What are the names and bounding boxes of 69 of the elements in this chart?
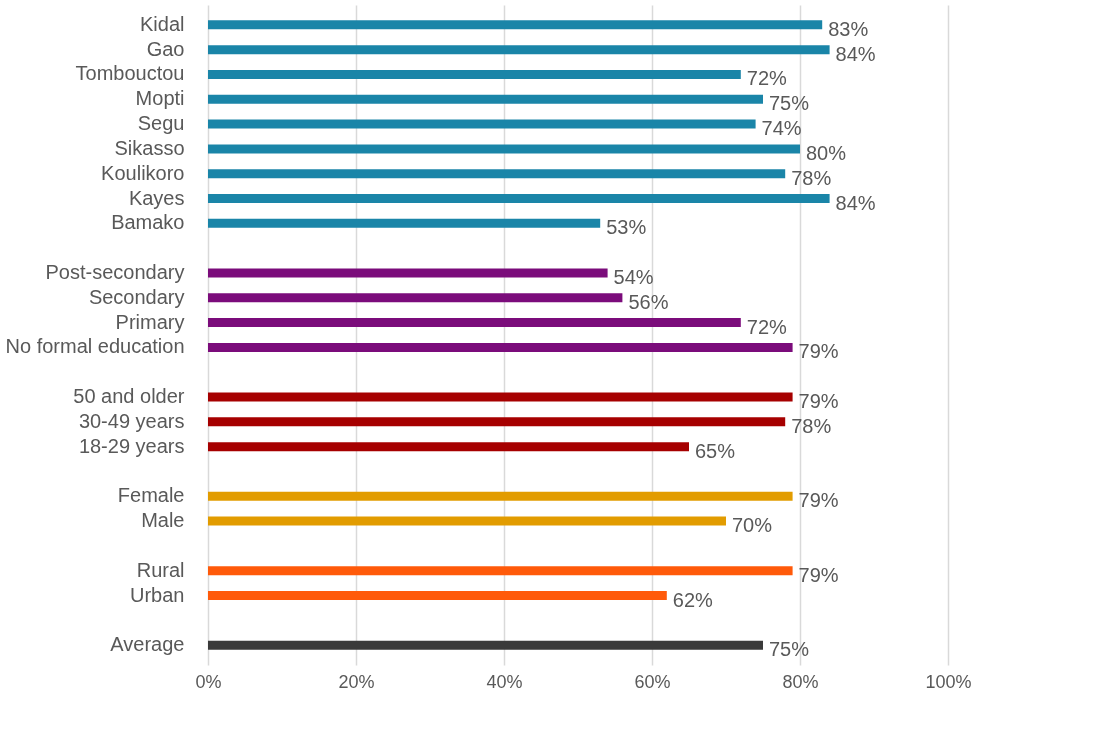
data-label: 65% (695, 439, 736, 462)
data-label: 53% (606, 216, 647, 239)
y-tick-label: No formal education (5, 335, 185, 358)
x-tick-label: 0% (195, 671, 222, 692)
x-tick-label: 100% (925, 671, 972, 692)
data-label: 79% (798, 390, 839, 413)
bar (208, 194, 830, 204)
bar (208, 119, 756, 129)
y-tick-label: Average (110, 633, 185, 656)
x-tick-label: 60% (634, 671, 671, 692)
data-label: 78% (791, 166, 832, 189)
bar (208, 392, 793, 402)
bar (208, 417, 786, 427)
data-label: 70% (732, 514, 773, 537)
bar (208, 169, 786, 179)
y-tick-label: Kidal (140, 12, 185, 35)
bar (208, 318, 741, 328)
y-tick-label: Female (117, 484, 185, 507)
data-label: 56% (628, 290, 669, 313)
data-label: 62% (672, 588, 714, 611)
data-label: 79% (798, 340, 839, 363)
bar (208, 94, 763, 104)
data-label: 72% (746, 67, 788, 90)
data-label: 75% (769, 92, 810, 115)
bar (208, 218, 601, 228)
data-label: 79% (798, 563, 839, 586)
bar (208, 144, 800, 154)
y-tick-label: Mopti (135, 87, 185, 110)
data-label: 74% (761, 117, 802, 140)
data-label: 78% (791, 414, 832, 437)
y-tick-label: Kayes (128, 186, 185, 209)
bar (208, 69, 741, 79)
bar (208, 516, 726, 526)
data-label: 75% (769, 638, 810, 661)
data-label: 80% (806, 141, 847, 164)
bar (208, 20, 823, 30)
y-tick-label: 18-29 years (78, 434, 185, 457)
y-tick-label: Sikasso (114, 136, 185, 159)
y-tick-label: Koulikoro (101, 161, 185, 184)
y-tick-label: 50 and older (73, 385, 185, 408)
y-tick-label: Secondary (88, 285, 185, 308)
y-tick-label: Urban (130, 583, 185, 606)
y-tick-label: Bamako (111, 211, 185, 234)
bar (208, 491, 793, 501)
y-tick-label: Segu (137, 112, 185, 135)
y-tick-label: Male (141, 509, 185, 532)
bar (208, 293, 623, 303)
bar (208, 591, 667, 601)
x-tick-label: 20% (338, 671, 375, 692)
bar (208, 268, 608, 278)
y-tick-label: Rural (136, 558, 185, 581)
bar (208, 342, 793, 352)
y-tick-label: Primary (115, 310, 185, 333)
y-tick-label: Tombouctou (75, 62, 185, 85)
data-label: 84% (835, 191, 876, 214)
data-label: 72% (746, 315, 788, 338)
y-tick-label: 30-49 years (78, 409, 185, 432)
data-label: 84% (835, 42, 876, 65)
data-label: 54% (613, 265, 654, 288)
bar (208, 442, 689, 452)
x-tick-label: 80% (782, 671, 819, 692)
data-label: 79% (798, 489, 839, 512)
bar (208, 566, 793, 576)
x-tick-label: 40% (486, 671, 523, 692)
bar (208, 640, 763, 650)
data-label: 83% (828, 17, 869, 40)
bar (208, 45, 830, 55)
y-tick-label: Post-secondary (45, 260, 185, 283)
y-tick-label: Gao (146, 37, 185, 60)
